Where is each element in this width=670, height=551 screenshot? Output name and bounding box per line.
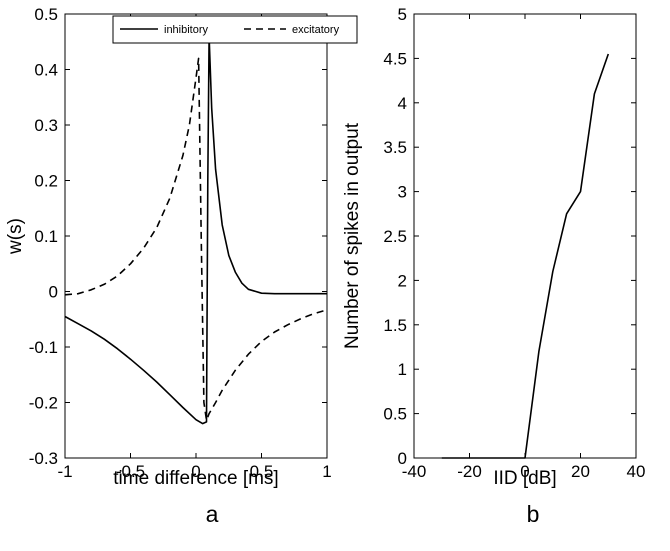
panel-a-letter: a [206,501,219,527]
panel-a-ytick-label: 0.4 [34,61,58,80]
panel-a-ticks: -1 -0.5 0 0.5 1 -0.3 -0.2 -0.1 0 0.1 0.2 0.3 0.4 0.5 [29,5,332,481]
panel-b-ytick-label: 0.5 [383,405,407,424]
panel-a-xlabel: time difference [ms] [113,468,278,489]
panel-a-ytick-label: 0 [49,283,58,302]
panel-b-series [441,53,610,459]
panel-b-ytick-label: 5 [398,5,407,24]
panel-a-series-inhibitory [64,35,327,425]
panel-b-ticks: -40 -20 0 20 40 0 0.5 1 1.5 2 2.5 3 3.5 4 4.5 5 [383,5,645,481]
panel-a-ytick-label: 0.5 [34,5,58,24]
panel-b: -40 -20 0 20 40 0 0.5 1 1.5 2 2.5 3 3.5 4 4.5 5 IID [dB… [342,5,645,527]
panel-a: -1 -0.5 0 0.5 1-0.3-0.2-0.100.10.20.30.40.5 … [5,5,358,527]
panel-b-ytick-label: 4.5 [383,49,407,68]
panel-b-series-line-0 [441,53,610,459]
panel-b-xtick-label: 0 [520,462,529,481]
panel-b-ylabel: Number of spikes in output [342,122,363,349]
panel-b-xlabel: IID [dB] [493,468,556,489]
panel-a-ytick-label: 0.1 [34,227,58,246]
panel-b-ytick-label: 3.5 [383,138,407,157]
panel-b-ytick-label: 0 [398,449,407,468]
panel-a-ytick-label: -0.3 [29,449,58,468]
legend-inhibitory-label: inhibitory [164,24,209,36]
legend: inhibitory excitatory [112,15,358,44]
panel-a-xtick-label: -0.5 [116,462,145,481]
panel-a-xtick-label: 0 [191,462,200,481]
panel-a-ytick-label: 0.2 [34,172,58,191]
panel-b-ytick-label: 4 [398,94,407,113]
panel-a-xtick-label: -1 [57,462,72,481]
panel-a-series-excitatory [64,57,328,422]
legend-excitatory-label: excitatory [292,24,340,36]
panel-b-ytick-label: 1.5 [383,316,407,335]
panel-a-ytick-label: -0.1 [29,338,58,357]
panel-b-xtick-label: 20 [571,462,590,481]
panel-a-axes-box [64,13,328,459]
panel-b-ytick-label: 2 [398,271,407,290]
panel-b-axes-box [413,13,637,459]
panel-a-ytick-label: -0.2 [29,394,58,413]
panel-b-ytick-label: 1 [398,360,407,379]
panel-b-xtick-label: 40 [627,462,646,481]
panel-b-xtick-label: -40 [402,462,427,481]
panel-b-letter: b [527,501,540,527]
panel-a-ytick-label: 0.3 [34,116,58,135]
panel-a-xtick-label: 1 [322,462,331,481]
panel-b-ytick-label: 2.5 [383,227,407,246]
panel-a-xtick-label: 0.5 [250,462,274,481]
panel-a-series [64,35,328,425]
panel-b-ytick-label: 3 [398,183,407,202]
panel-a-ylabel: w(s) [5,218,26,255]
panel-b-xtick-label: -20 [457,462,482,481]
